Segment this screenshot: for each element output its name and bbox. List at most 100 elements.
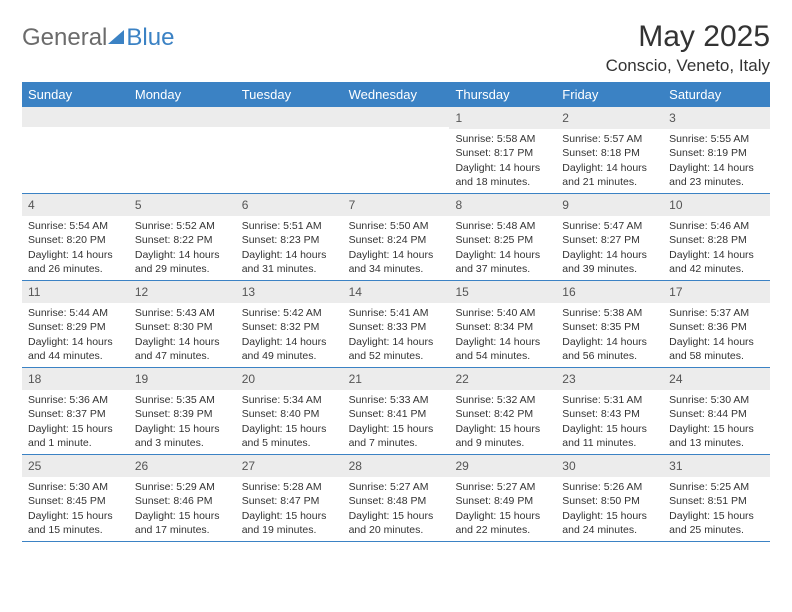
day-number: 29 — [449, 455, 556, 477]
day-number: 8 — [449, 194, 556, 216]
daylight-line: Daylight: 15 hours and 15 minutes. — [28, 509, 123, 537]
brand-word-2: Blue — [126, 24, 174, 52]
sunset-line: Sunset: 8:43 PM — [562, 407, 657, 421]
day-cell: 29Sunrise: 5:27 AMSunset: 8:49 PMDayligh… — [449, 455, 556, 541]
day-number: 16 — [556, 281, 663, 303]
dow-wednesday: Wednesday — [343, 82, 450, 107]
sunset-line: Sunset: 8:32 PM — [242, 320, 337, 334]
day-cell: 22Sunrise: 5:32 AMSunset: 8:42 PMDayligh… — [449, 368, 556, 454]
daylight-line: Daylight: 14 hours and 21 minutes. — [562, 161, 657, 189]
day-body: Sunrise: 5:57 AMSunset: 8:18 PMDaylight:… — [556, 129, 663, 193]
sunrise-line: Sunrise: 5:26 AM — [562, 480, 657, 494]
day-number: 6 — [236, 194, 343, 216]
dow-monday: Monday — [129, 82, 236, 107]
sunrise-line: Sunrise: 5:34 AM — [242, 393, 337, 407]
sunset-line: Sunset: 8:19 PM — [669, 146, 764, 160]
day-body: Sunrise: 5:41 AMSunset: 8:33 PMDaylight:… — [343, 303, 450, 367]
day-cell: 24Sunrise: 5:30 AMSunset: 8:44 PMDayligh… — [663, 368, 770, 454]
sunset-line: Sunset: 8:36 PM — [669, 320, 764, 334]
daylight-line: Daylight: 15 hours and 25 minutes. — [669, 509, 764, 537]
week-row: 25Sunrise: 5:30 AMSunset: 8:45 PMDayligh… — [22, 455, 770, 542]
day-cell: 9Sunrise: 5:47 AMSunset: 8:27 PMDaylight… — [556, 194, 663, 280]
day-body: Sunrise: 5:54 AMSunset: 8:20 PMDaylight:… — [22, 216, 129, 280]
daylight-line: Daylight: 14 hours and 52 minutes. — [349, 335, 444, 363]
day-body: Sunrise: 5:36 AMSunset: 8:37 PMDaylight:… — [22, 390, 129, 454]
sunset-line: Sunset: 8:40 PM — [242, 407, 337, 421]
brand-logo: General Blue — [22, 20, 174, 52]
day-number — [236, 107, 343, 127]
sunset-line: Sunset: 8:17 PM — [455, 146, 550, 160]
sunrise-line: Sunrise: 5:27 AM — [455, 480, 550, 494]
day-cell — [129, 107, 236, 193]
daylight-line: Daylight: 14 hours and 54 minutes. — [455, 335, 550, 363]
sunset-line: Sunset: 8:37 PM — [28, 407, 123, 421]
day-cell: 12Sunrise: 5:43 AMSunset: 8:30 PMDayligh… — [129, 281, 236, 367]
day-body: Sunrise: 5:52 AMSunset: 8:22 PMDaylight:… — [129, 216, 236, 280]
header: General Blue May 2025 Conscio, Veneto, I… — [22, 20, 770, 76]
day-body: Sunrise: 5:47 AMSunset: 8:27 PMDaylight:… — [556, 216, 663, 280]
daylight-line: Daylight: 15 hours and 22 minutes. — [455, 509, 550, 537]
day-body: Sunrise: 5:37 AMSunset: 8:36 PMDaylight:… — [663, 303, 770, 367]
day-cell: 18Sunrise: 5:36 AMSunset: 8:37 PMDayligh… — [22, 368, 129, 454]
daylight-line: Daylight: 15 hours and 7 minutes. — [349, 422, 444, 450]
daylight-line: Daylight: 15 hours and 24 minutes. — [562, 509, 657, 537]
day-body: Sunrise: 5:33 AMSunset: 8:41 PMDaylight:… — [343, 390, 450, 454]
day-body: Sunrise: 5:58 AMSunset: 8:17 PMDaylight:… — [449, 129, 556, 193]
day-cell: 23Sunrise: 5:31 AMSunset: 8:43 PMDayligh… — [556, 368, 663, 454]
week-row: 1Sunrise: 5:58 AMSunset: 8:17 PMDaylight… — [22, 107, 770, 194]
daylight-line: Daylight: 15 hours and 9 minutes. — [455, 422, 550, 450]
daylight-line: Daylight: 14 hours and 23 minutes. — [669, 161, 764, 189]
day-body: Sunrise: 5:43 AMSunset: 8:30 PMDaylight:… — [129, 303, 236, 367]
sunset-line: Sunset: 8:51 PM — [669, 494, 764, 508]
day-number: 23 — [556, 368, 663, 390]
brand-triangle-icon — [108, 30, 124, 44]
day-number: 9 — [556, 194, 663, 216]
day-cell: 19Sunrise: 5:35 AMSunset: 8:39 PMDayligh… — [129, 368, 236, 454]
sunrise-line: Sunrise: 5:36 AM — [28, 393, 123, 407]
day-number: 19 — [129, 368, 236, 390]
sunset-line: Sunset: 8:23 PM — [242, 233, 337, 247]
day-number: 18 — [22, 368, 129, 390]
sunset-line: Sunset: 8:24 PM — [349, 233, 444, 247]
sunrise-line: Sunrise: 5:25 AM — [669, 480, 764, 494]
sunset-line: Sunset: 8:34 PM — [455, 320, 550, 334]
sunset-line: Sunset: 8:42 PM — [455, 407, 550, 421]
dow-thursday: Thursday — [449, 82, 556, 107]
sunrise-line: Sunrise: 5:58 AM — [455, 132, 550, 146]
day-body: Sunrise: 5:42 AMSunset: 8:32 PMDaylight:… — [236, 303, 343, 367]
day-number: 10 — [663, 194, 770, 216]
daylight-line: Daylight: 15 hours and 5 minutes. — [242, 422, 337, 450]
day-body: Sunrise: 5:35 AMSunset: 8:39 PMDaylight:… — [129, 390, 236, 454]
sunset-line: Sunset: 8:18 PM — [562, 146, 657, 160]
day-body: Sunrise: 5:51 AMSunset: 8:23 PMDaylight:… — [236, 216, 343, 280]
daylight-line: Daylight: 15 hours and 17 minutes. — [135, 509, 230, 537]
day-cell: 3Sunrise: 5:55 AMSunset: 8:19 PMDaylight… — [663, 107, 770, 193]
calendar-grid: Sunday Monday Tuesday Wednesday Thursday… — [22, 82, 770, 542]
day-cell — [343, 107, 450, 193]
day-number: 4 — [22, 194, 129, 216]
dow-sunday: Sunday — [22, 82, 129, 107]
sunset-line: Sunset: 8:30 PM — [135, 320, 230, 334]
sunrise-line: Sunrise: 5:35 AM — [135, 393, 230, 407]
dow-header-row: Sunday Monday Tuesday Wednesday Thursday… — [22, 82, 770, 107]
day-cell: 27Sunrise: 5:28 AMSunset: 8:47 PMDayligh… — [236, 455, 343, 541]
day-body: Sunrise: 5:46 AMSunset: 8:28 PMDaylight:… — [663, 216, 770, 280]
day-cell: 11Sunrise: 5:44 AMSunset: 8:29 PMDayligh… — [22, 281, 129, 367]
sunset-line: Sunset: 8:41 PM — [349, 407, 444, 421]
day-cell: 28Sunrise: 5:27 AMSunset: 8:48 PMDayligh… — [343, 455, 450, 541]
day-body: Sunrise: 5:38 AMSunset: 8:35 PMDaylight:… — [556, 303, 663, 367]
day-number: 31 — [663, 455, 770, 477]
day-body: Sunrise: 5:50 AMSunset: 8:24 PMDaylight:… — [343, 216, 450, 280]
day-body: Sunrise: 5:31 AMSunset: 8:43 PMDaylight:… — [556, 390, 663, 454]
daylight-line: Daylight: 14 hours and 39 minutes. — [562, 248, 657, 276]
daylight-line: Daylight: 14 hours and 37 minutes. — [455, 248, 550, 276]
day-number: 15 — [449, 281, 556, 303]
day-body: Sunrise: 5:27 AMSunset: 8:49 PMDaylight:… — [449, 477, 556, 541]
sunrise-line: Sunrise: 5:27 AM — [349, 480, 444, 494]
daylight-line: Daylight: 14 hours and 58 minutes. — [669, 335, 764, 363]
sunrise-line: Sunrise: 5:57 AM — [562, 132, 657, 146]
sunrise-line: Sunrise: 5:44 AM — [28, 306, 123, 320]
day-number — [343, 107, 450, 127]
day-cell: 30Sunrise: 5:26 AMSunset: 8:50 PMDayligh… — [556, 455, 663, 541]
day-body: Sunrise: 5:48 AMSunset: 8:25 PMDaylight:… — [449, 216, 556, 280]
